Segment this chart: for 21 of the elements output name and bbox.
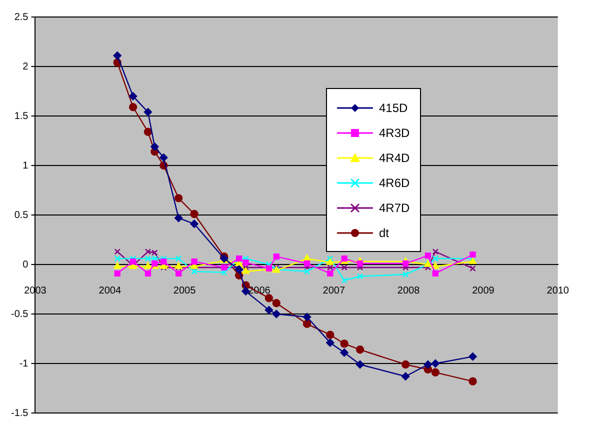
y-tick-label: -1.5 bbox=[10, 408, 29, 419]
x-tick-label: 2009 bbox=[472, 285, 495, 296]
y-tick-label: 2 bbox=[22, 61, 29, 72]
y-tick-label: 1 bbox=[22, 160, 29, 172]
legend-label: 4R3D bbox=[379, 126, 410, 140]
x-tick-label: 2004 bbox=[98, 285, 122, 296]
legend-label: 4R7D bbox=[379, 200, 410, 214]
y-tick-label: -0.5 bbox=[10, 308, 29, 320]
y-tick-label: 2.5 bbox=[14, 12, 29, 23]
y-tick-label: 0 bbox=[22, 259, 29, 270]
legend-label: dt bbox=[379, 226, 390, 240]
y-tick-label: -1 bbox=[19, 358, 29, 370]
legend-label: 4R4D bbox=[379, 150, 410, 164]
x-tick-label: 2008 bbox=[397, 285, 420, 296]
y-tick-label: 0.5 bbox=[14, 210, 29, 221]
y-tick-label: 1.5 bbox=[14, 110, 29, 122]
x-tick-label: 2007 bbox=[322, 285, 346, 296]
x-tick-label: 2010 bbox=[546, 285, 570, 296]
x-tick-label: 2005 bbox=[173, 285, 196, 296]
legend-label: 4R6D bbox=[379, 176, 410, 190]
legend-label: 415D bbox=[379, 100, 408, 114]
